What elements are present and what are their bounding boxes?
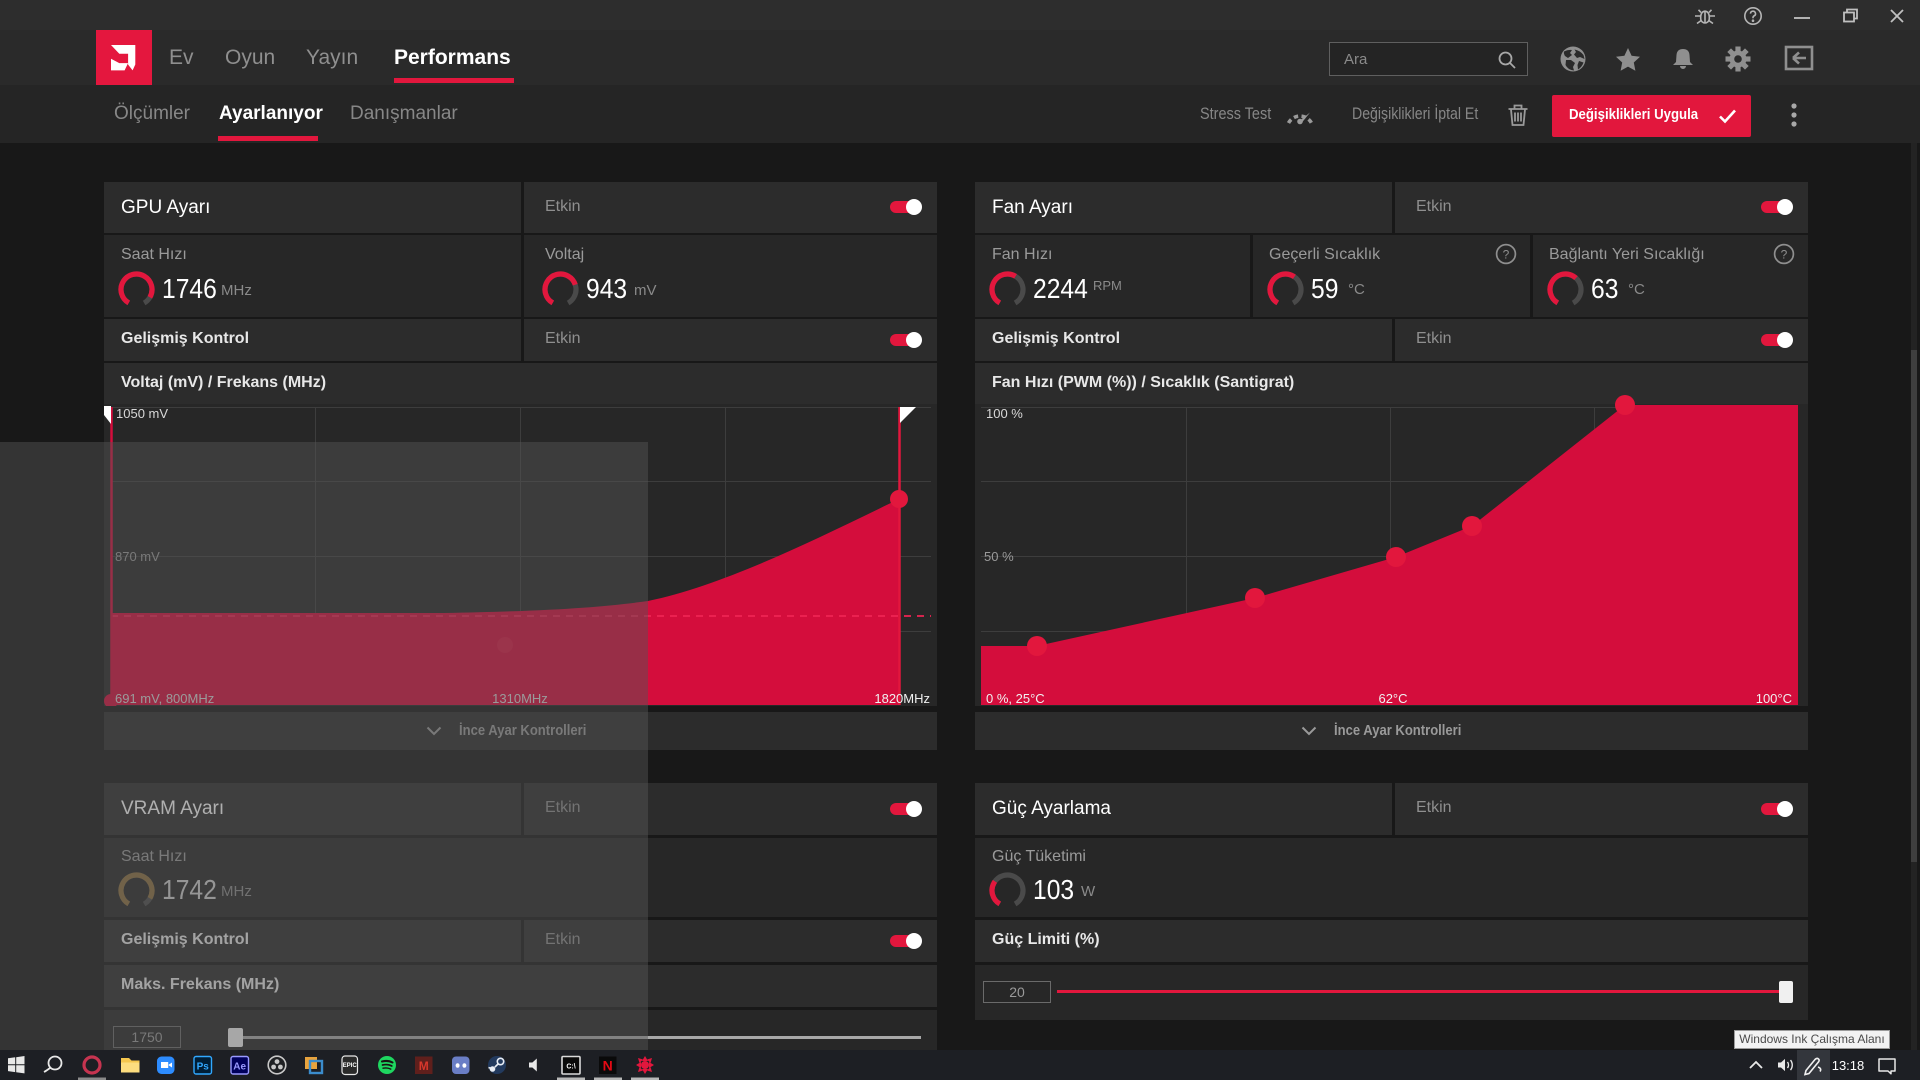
svg-text:1310MHz: 1310MHz <box>492 691 548 706</box>
svg-text:870 mV: 870 mV <box>115 549 160 564</box>
svg-text:100°C: 100°C <box>1756 691 1792 706</box>
svg-text:Ps: Ps <box>197 1062 210 1073</box>
svg-text:M: M <box>419 1059 429 1073</box>
svg-text:13:18: 13:18 <box>1832 1058 1865 1073</box>
svg-text:50 %: 50 % <box>984 549 1014 564</box>
svg-text:691 mV, 800MHz: 691 mV, 800MHz <box>115 691 214 706</box>
svg-text:0 %, 25°C: 0 %, 25°C <box>986 691 1045 706</box>
svg-text:N: N <box>603 1058 613 1074</box>
svg-text:Ae: Ae <box>233 1062 246 1073</box>
svg-text:?: ? <box>1781 248 1788 262</box>
svg-text:1050 mV: 1050 mV <box>116 406 168 421</box>
svg-text:1820MHz: 1820MHz <box>874 691 930 706</box>
svg-text:EPIC: EPIC <box>343 1063 358 1069</box>
svg-text:?: ? <box>1503 248 1510 262</box>
svg-text:100 %: 100 % <box>986 406 1023 421</box>
svg-text:C:\: C:\ <box>566 1064 575 1071</box>
svg-text:62°C: 62°C <box>1378 691 1407 706</box>
